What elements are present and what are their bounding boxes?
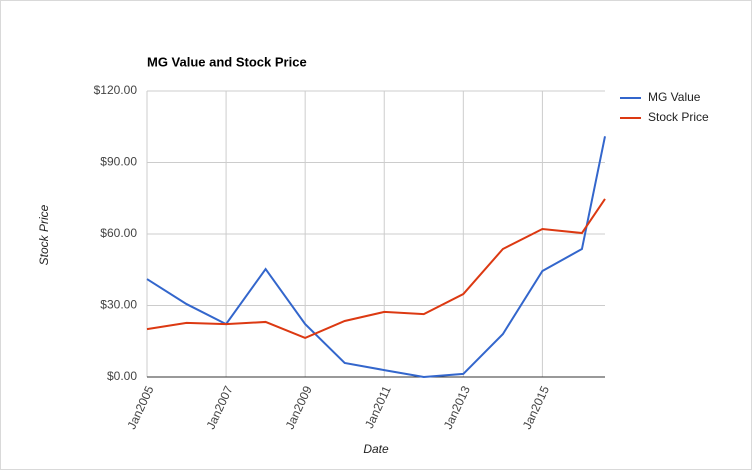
y-tick-label: $90.00 [100, 155, 137, 169]
line-series [146, 198, 606, 339]
legend-label: MG Value [648, 90, 701, 104]
y-axis-title: Stock Price [37, 204, 51, 265]
chart-title: MG Value and Stock Price [147, 54, 307, 69]
y-tick-label: $120.00 [94, 83, 138, 97]
y-tick-label: $30.00 [100, 298, 137, 312]
y-tick-label: $60.00 [100, 226, 137, 240]
y-tick-label: $0.00 [107, 369, 137, 383]
x-axis-title: Date [363, 442, 389, 456]
legend-label: Stock Price [648, 110, 709, 124]
